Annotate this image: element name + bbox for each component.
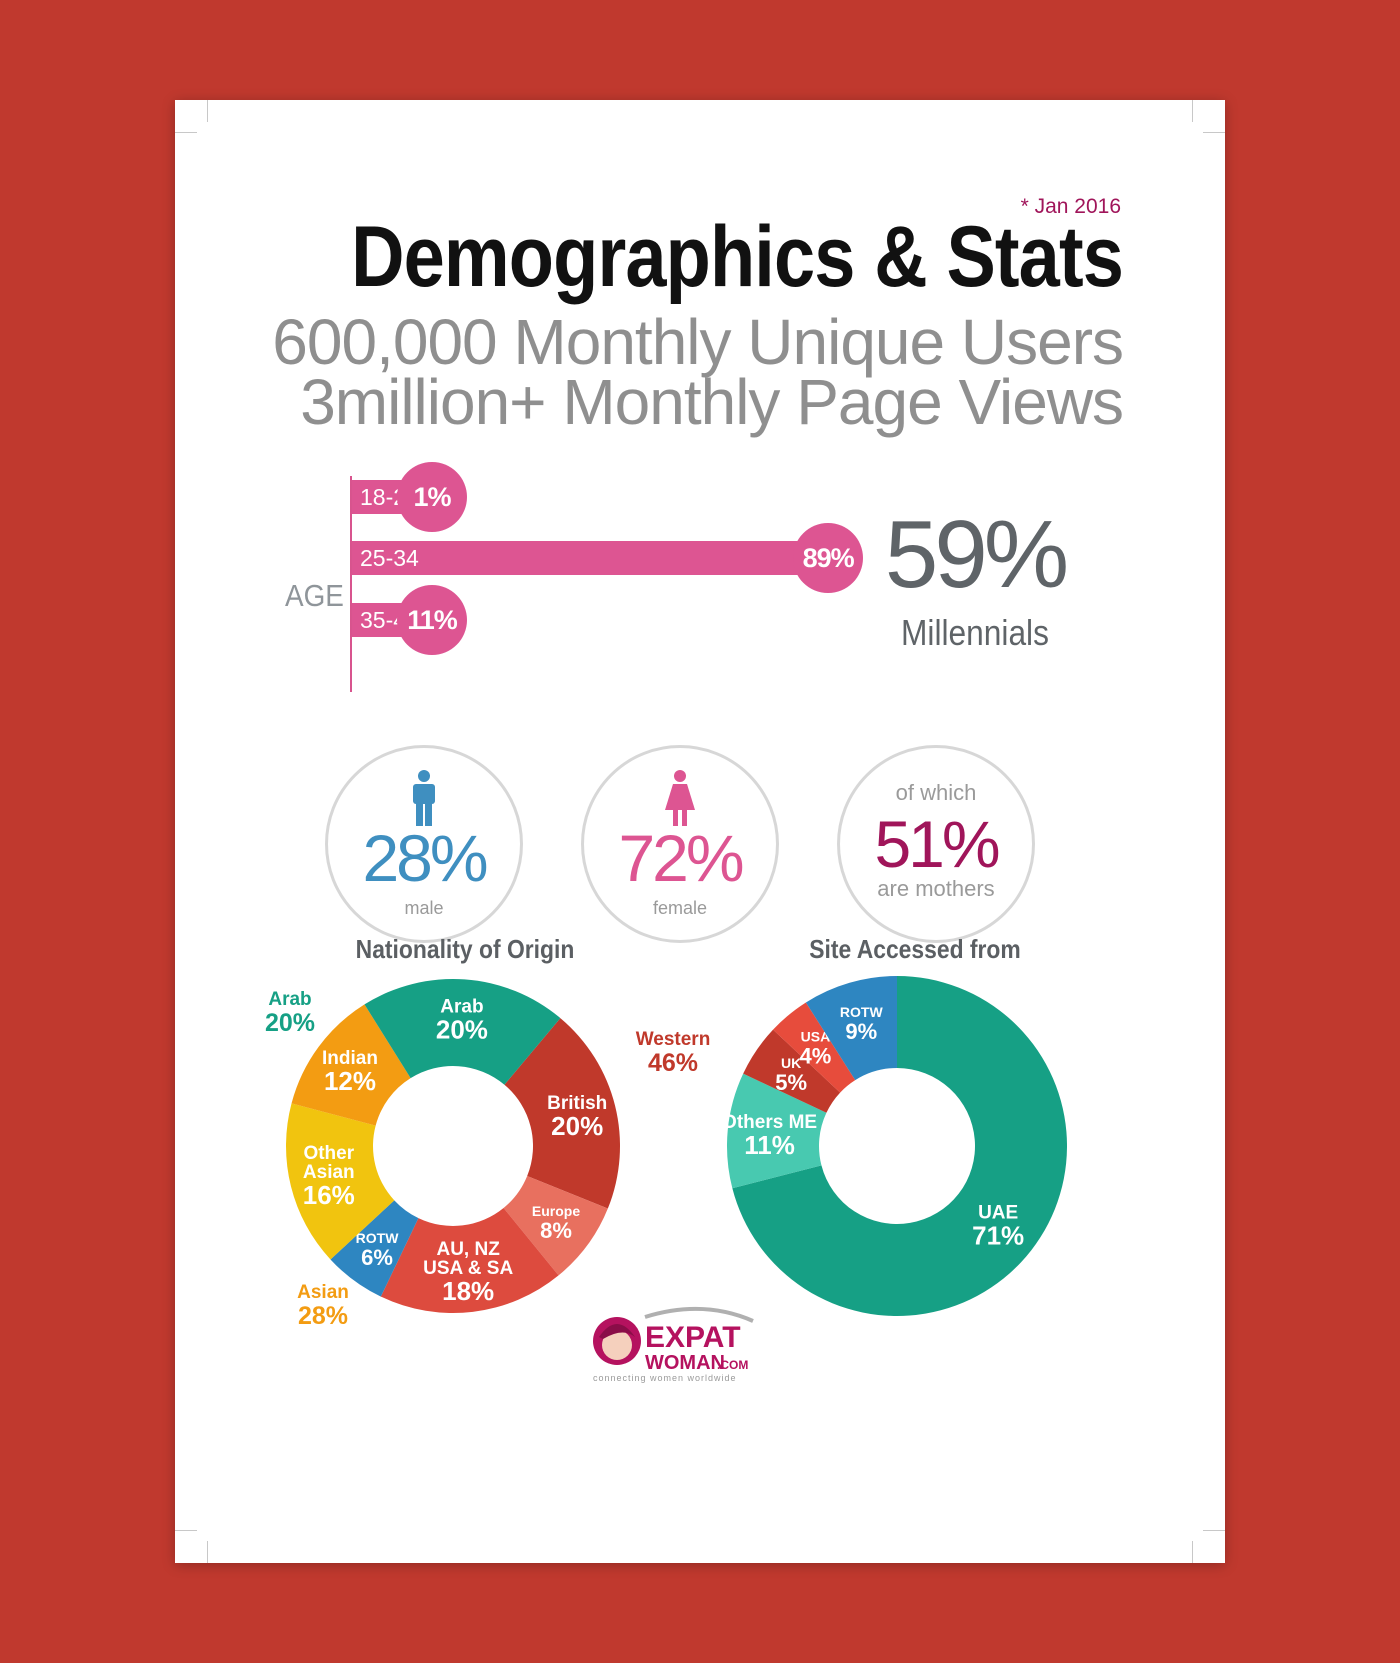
slice-label: Asian — [303, 1162, 355, 1183]
crop-mark — [175, 132, 197, 133]
crop-mark — [175, 1530, 197, 1531]
slice-label: ROTW — [840, 1004, 884, 1020]
donut-slice — [743, 1029, 841, 1113]
expatwoman-logo: EXPAT WOMAN .COM connecting women worldw… — [593, 1305, 763, 1383]
slice-label: Other — [303, 1143, 354, 1164]
crop-mark — [1203, 1530, 1225, 1531]
age-axis-label: AGE — [285, 578, 344, 613]
group-label: Arab — [268, 989, 311, 1010]
slice-label: USA — [801, 1028, 831, 1044]
group-label: Asian — [297, 1282, 349, 1303]
slice-label: Others ME — [722, 1112, 817, 1133]
millennials-label: Millennials — [901, 612, 1049, 653]
donut-slice — [364, 979, 561, 1085]
age-bar — [352, 541, 829, 575]
slice-value-label: 12% — [324, 1066, 376, 1096]
slice-value-label: 20% — [436, 1014, 488, 1044]
female-icon — [665, 770, 695, 826]
logo-brand-1: EXPAT — [645, 1321, 741, 1354]
group-value-label: 28% — [298, 1302, 348, 1330]
logo-tagline: connecting women worldwide — [593, 1373, 737, 1383]
donut-slice — [380, 1207, 559, 1314]
donut-slice — [291, 1004, 411, 1126]
access-chart-title: Site Accessed from — [809, 934, 1021, 964]
crop-mark — [207, 1541, 208, 1563]
donut-slice — [805, 976, 897, 1081]
subtitle-users: 600,000 Monthly Unique Users — [272, 306, 1124, 378]
donut-slice — [727, 1073, 827, 1189]
donut-slice — [503, 1175, 608, 1276]
age-axis — [350, 476, 352, 692]
slice-value-label: 9% — [845, 1019, 877, 1044]
slice-label: Indian — [322, 1048, 378, 1069]
donut-slice — [732, 976, 1067, 1317]
millennials-percent: 59% — [884, 501, 1069, 608]
age-bar-value-label: 89% — [793, 523, 864, 593]
slice-label: UK — [781, 1055, 801, 1071]
age-bar-category: 25-34 — [360, 545, 419, 571]
crop-mark — [207, 100, 208, 122]
slice-label: USA & SA — [423, 1258, 513, 1279]
group-label: Western — [636, 1029, 711, 1050]
group-value-label: 46% — [648, 1049, 698, 1077]
male-label: male — [404, 898, 444, 918]
slice-value-label: 71% — [972, 1220, 1024, 1250]
nationality-chart-title: Nationality of Origin — [355, 934, 575, 964]
slice-label: ROTW — [356, 1230, 400, 1246]
date-note: * Jan 2016 — [1020, 195, 1121, 218]
slice-value-label: 4% — [800, 1043, 832, 1068]
slice-label: Europe — [532, 1203, 580, 1219]
logo-brand-3: .COM — [717, 1358, 748, 1372]
slice-label: British — [547, 1093, 607, 1114]
slice-value-label: 6% — [361, 1245, 393, 1270]
male-circle: 28% male — [325, 745, 523, 943]
mothers-label: are mothers — [877, 876, 995, 901]
crop-mark — [1203, 132, 1225, 133]
donut-slice — [504, 1018, 620, 1209]
logo-brand-2: WOMAN — [645, 1352, 725, 1374]
male-percent: 28% — [362, 821, 488, 895]
slice-value-label: 16% — [303, 1180, 355, 1210]
slice-label: AU, NZ — [436, 1239, 500, 1260]
female-label: female — [652, 898, 708, 918]
subtitle-pageviews: 3million+ Monthly Page Views — [300, 366, 1124, 438]
slice-value-label: 18% — [442, 1276, 494, 1306]
slice-value-label: 8% — [540, 1218, 572, 1243]
age-bar-value-label: 11% — [397, 585, 467, 655]
donut-slice — [330, 1200, 419, 1297]
logo-face-icon: EXPAT WOMAN .COM — [593, 1306, 754, 1374]
slice-label: Arab — [440, 996, 483, 1017]
slice-value-label: 11% — [744, 1130, 795, 1160]
mothers-percent: 51% — [874, 807, 1000, 881]
infographic-page: * Jan 2016 Demographics & Stats 600,000 … — [175, 100, 1225, 1563]
female-circle: 72% female — [581, 745, 779, 943]
age-bar-value-label: 1% — [397, 462, 467, 532]
mothers-prefix: of which — [895, 780, 977, 805]
mothers-circle: of which 51% are mothers — [837, 745, 1035, 943]
slice-value-label: 20% — [551, 1111, 603, 1141]
slice-label: UAE — [978, 1202, 1018, 1223]
slice-value-label: 5% — [775, 1070, 807, 1095]
female-percent: 72% — [618, 821, 744, 895]
male-icon — [413, 770, 435, 826]
donut-slice — [286, 1103, 395, 1260]
donut-slice — [773, 1002, 856, 1093]
group-value-label: 20% — [265, 1009, 315, 1037]
crop-mark — [1192, 1541, 1193, 1563]
crop-mark — [1192, 100, 1193, 122]
page-title: Demographics & Stats — [351, 209, 1124, 305]
